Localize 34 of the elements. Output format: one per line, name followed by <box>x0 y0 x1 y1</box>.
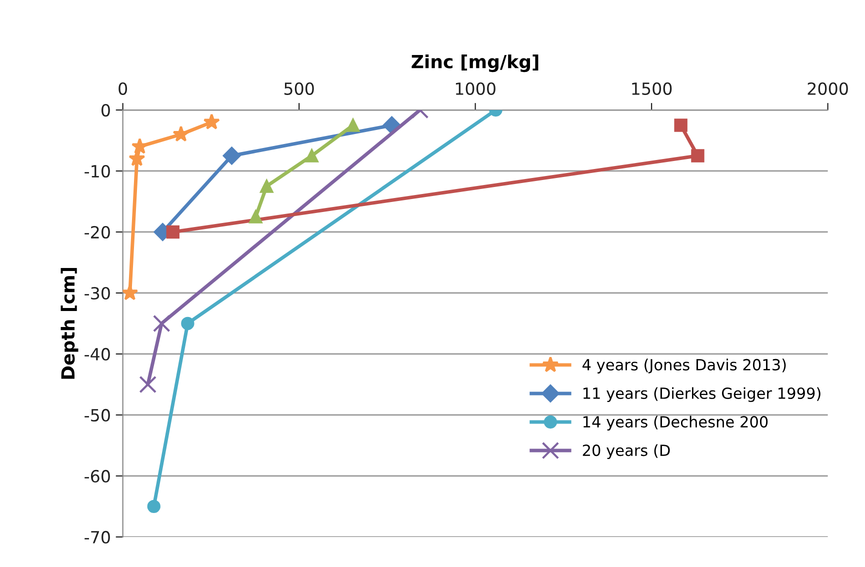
point <box>691 149 704 162</box>
point <box>139 376 157 394</box>
legend-label: 20 years (D <box>582 444 670 460</box>
point <box>152 314 170 332</box>
point <box>166 225 180 239</box>
point <box>674 118 688 132</box>
y-tick-label: -30 <box>84 286 110 300</box>
y-tick-label: -50 <box>84 408 110 422</box>
x-tick-label: 1500 <box>632 82 672 95</box>
x-tick-label: 1000 <box>456 82 496 95</box>
x-axis-title: Zinc [mg/kg] <box>412 54 538 72</box>
y-tick-label: -70 <box>84 530 110 544</box>
legend-label: 4 years (Jones Davis 2013) <box>582 358 786 374</box>
legend-label: 11 years (Dierkes Geiger 1999) <box>583 387 820 402</box>
y-axis-title: Depth [cm] <box>60 268 78 379</box>
point <box>222 146 241 165</box>
point <box>147 500 160 514</box>
point <box>172 126 190 142</box>
point <box>346 118 360 132</box>
x-tick-label: 500 <box>284 82 314 95</box>
y-tick-label: 0 <box>102 104 110 117</box>
y-tick-label: -20 <box>84 226 110 239</box>
point <box>181 316 194 330</box>
point <box>122 284 138 300</box>
y-tick-label: -10 <box>84 164 110 178</box>
x-tick-label: 0 <box>118 82 128 95</box>
point <box>249 210 262 224</box>
x-tick-label: 2000 <box>808 82 848 95</box>
y-tick-label: -60 <box>84 470 110 483</box>
y-tick-label: -40 <box>84 348 110 361</box>
point <box>203 114 220 130</box>
point <box>305 149 318 162</box>
point <box>260 180 274 193</box>
legend-label: 14 years (Dechesne 200 <box>583 416 768 431</box>
